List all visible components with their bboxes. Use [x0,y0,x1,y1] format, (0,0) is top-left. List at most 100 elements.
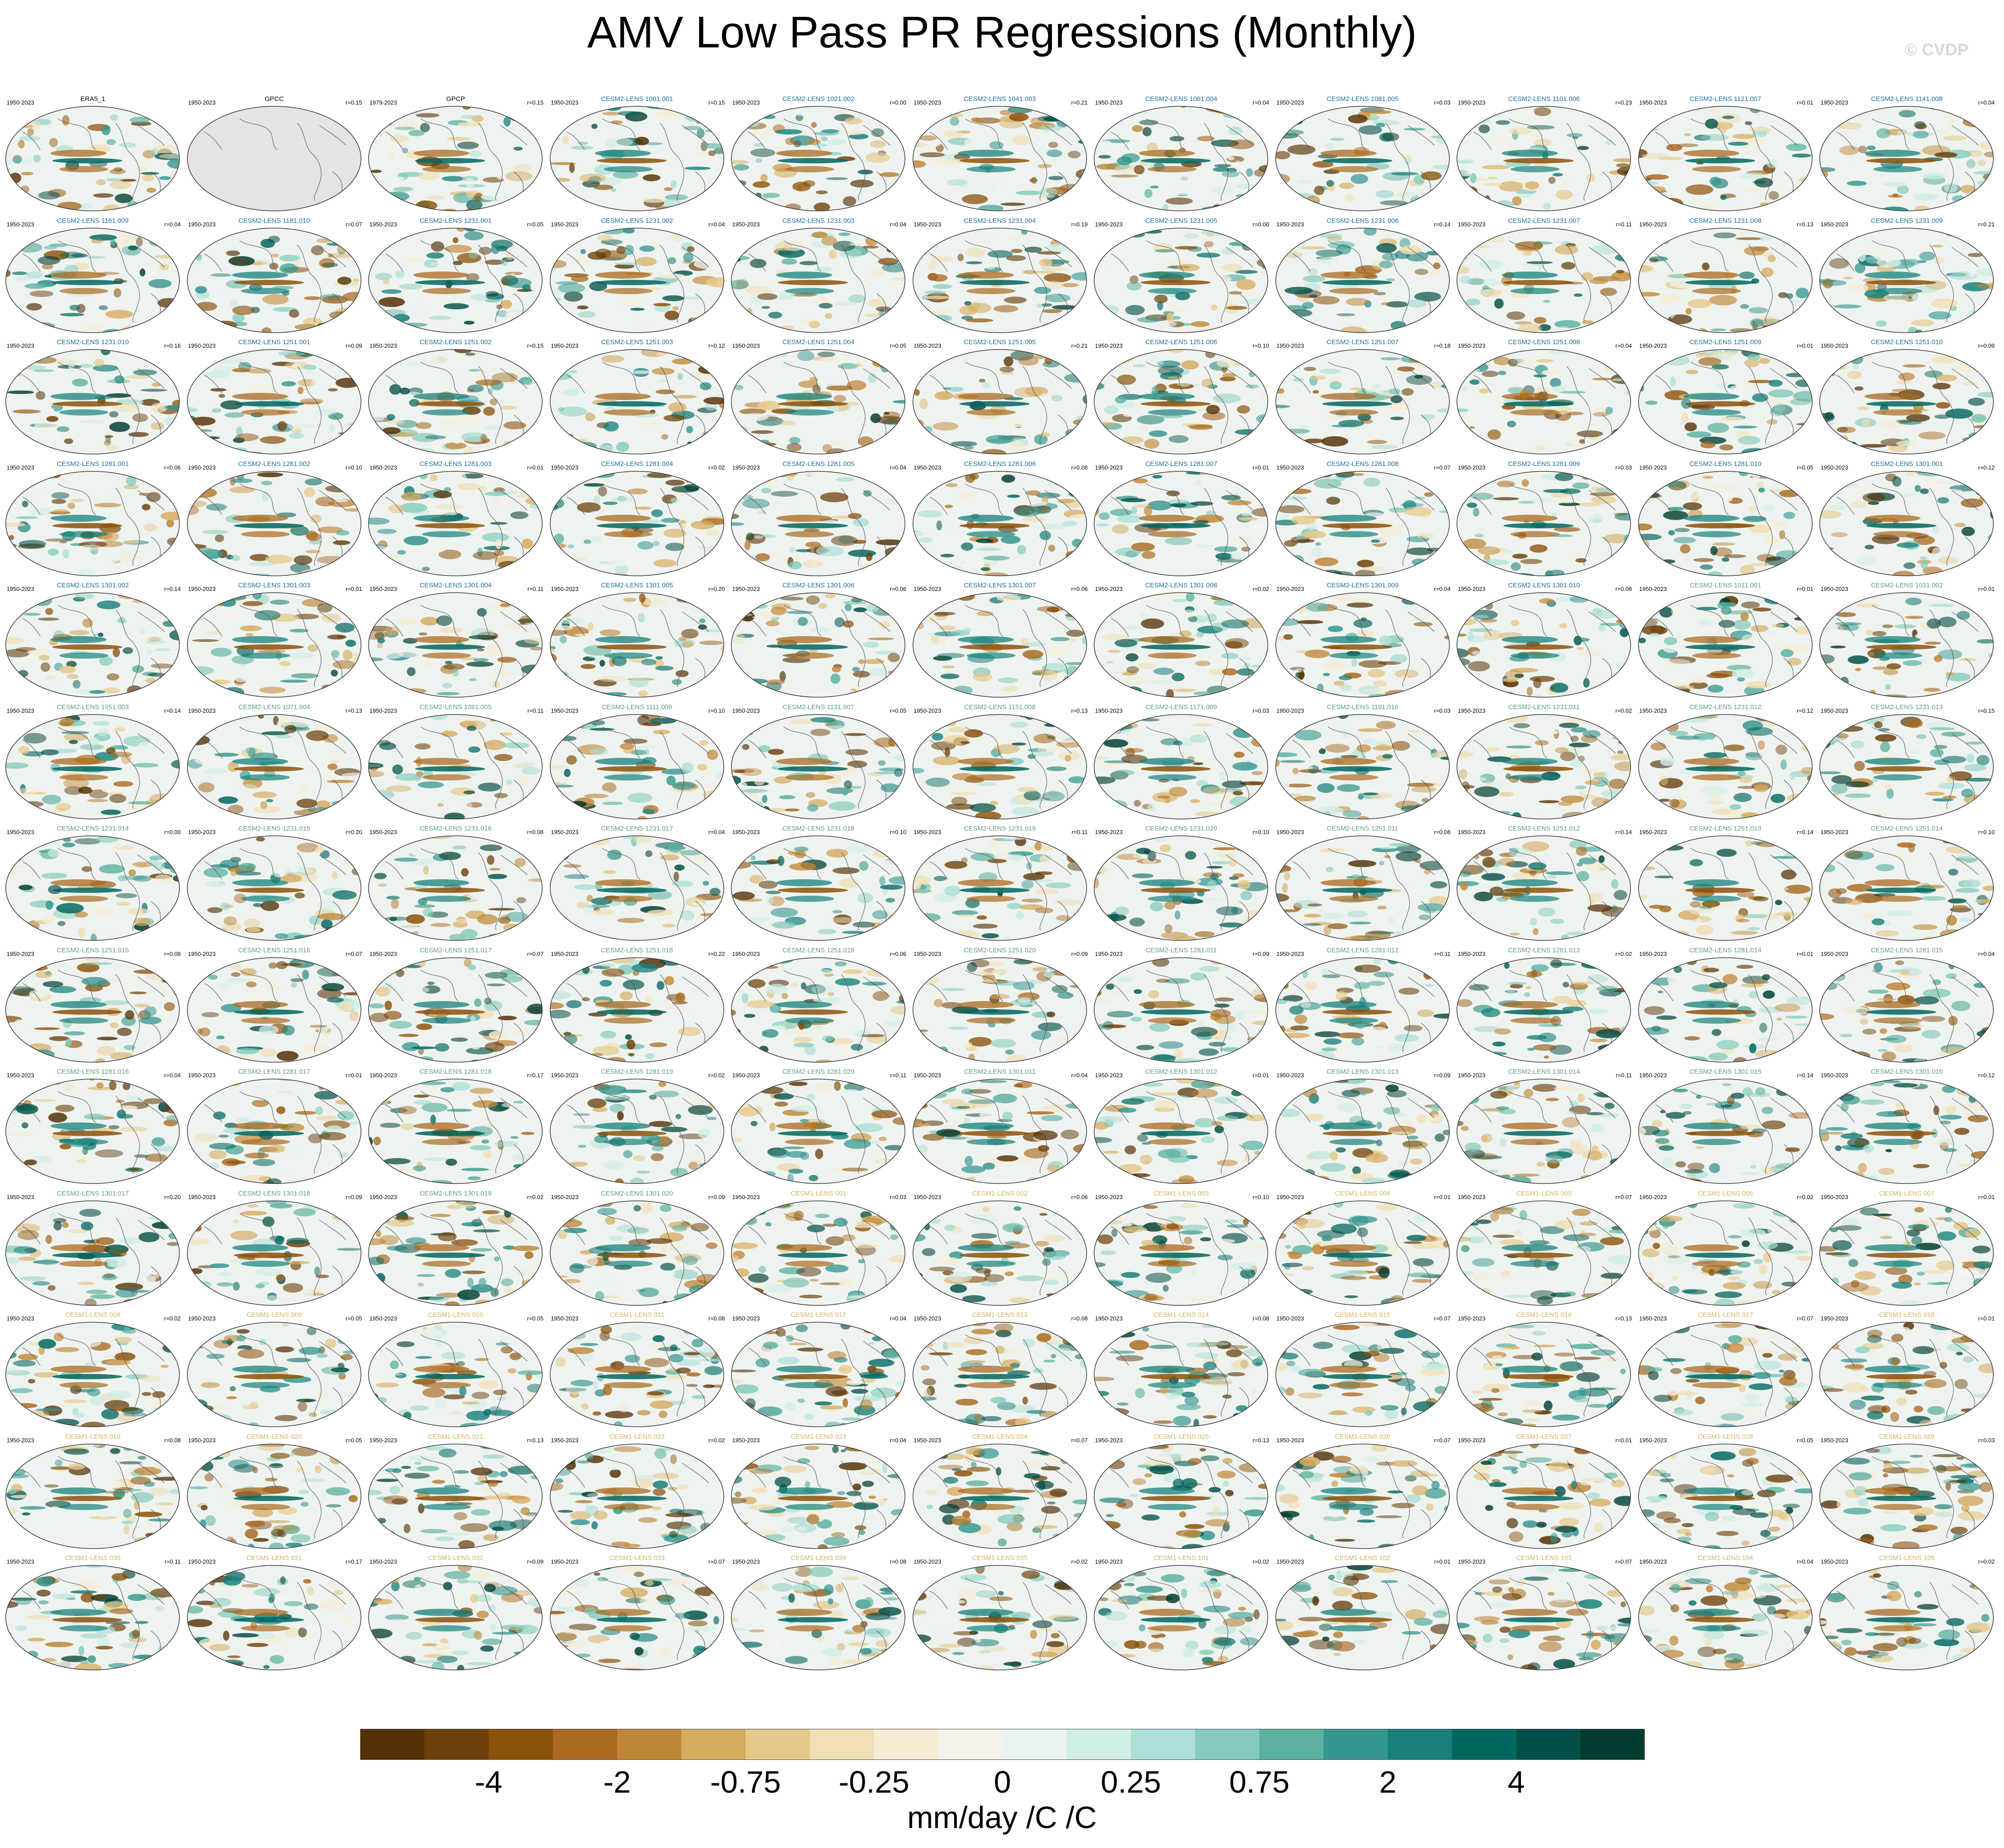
map-panel: 1950-2023 CESM2-LENS 1231.015 r=0.20 [184,823,365,944]
panel-pattern-correlation: r=0.14 [1615,829,1632,835]
panel-pattern-correlation: r=0.01 [1978,586,1995,592]
panel-pattern-correlation: r=0.11 [164,1558,181,1565]
panel-period: 1950-2023 [7,1193,35,1200]
map-panel: 1950-2023 CESM2-LENS 1101.006 r=0.23 [1453,93,1635,214]
regression-map [1638,470,1813,576]
panel-period: 1950-2023 [188,99,216,106]
panel-pattern-correlation: r=0.00 [889,99,906,106]
panel-pattern-correlation: r=0.03 [889,1193,906,1200]
map-panel: 1950-2023 CESM2-LENS 1301.018 r=0.09 [184,1188,365,1309]
panel-title: CESM2-LENS 1251.016 [238,946,311,954]
panel-period: 1950-2023 [1276,950,1304,957]
panel-period: 1950-2023 [1639,829,1667,835]
panel-period: 1950-2023 [913,1558,941,1565]
panel-period: 1950-2023 [1639,1558,1667,1565]
regression-map [368,349,543,454]
map-panel: 1950-2023 CESM2-LENS 1251.005 r=0.21 [909,336,1091,458]
regression-map [1275,106,1450,211]
panel-period: 1950-2023 [369,1315,397,1322]
panel-pattern-correlation: r=0.04 [1978,950,1995,957]
panel-period: 1950-2023 [188,342,216,349]
panel-title: CESM1-LENS 027 [1516,1433,1572,1440]
regression-map [912,349,1087,454]
panel-pattern-correlation: r=0.08 [164,1436,181,1444]
regression-map [368,957,543,1063]
panel-pattern-correlation: r=0.02 [164,1315,181,1322]
panel-pattern-correlation: r=0.07 [527,950,544,957]
colorbar-swatch [553,1729,618,1760]
panel-pattern-correlation: r=0.10 [1252,829,1269,835]
panel-title: CESM1-LENS 024 [972,1433,1028,1440]
panel-title: CESM2-LENS 1231.008 [1689,217,1762,225]
map-panel: 1950-2023 CESM2-LENS 1301.007 r=0.06 [909,579,1091,701]
map-panel: 1950-2023 CESM1-LENS 002 r=0.06 [909,1188,1091,1309]
panel-title: CESM1-LENS 021 [427,1433,484,1440]
colorbar-swatch [360,1729,425,1760]
panel-title: CESM1-LENS 028 [1697,1433,1753,1440]
regression-map [186,835,361,941]
map-panel: 1950-2023 CESM1-LENS 026 r=0.07 [1272,1431,1453,1552]
panel-title: CESM2-LENS 1001.001 [601,95,673,103]
map-panel: 1950-2023 CESM1-LENS 020 r=0.05 [184,1431,365,1552]
map-panel: 1950-2023 CESM2-LENS 1251.007 r=0.18 [1272,336,1453,458]
map-panel: 1950-2023 CESM1-LENS 011 r=0.08 [547,1309,728,1430]
map-panel: 1950-2023 CESM2-LENS 1171.009 r=0.03 [1091,701,1272,823]
regression-map [1456,1079,1631,1184]
regression-map [1819,1200,1994,1306]
panel-pattern-correlation: r=0.12 [1978,464,1995,471]
map-panel: 1950-2023 CESM1-LENS 104 r=0.04 [1635,1552,1816,1673]
regression-map [186,957,361,1063]
regression-map [1638,592,1813,698]
panel-pattern-correlation: r=0.04 [889,1436,906,1444]
panel-period: 1950-2023 [551,586,579,592]
panel-title: CESM2-LENS 1281.018 [419,1068,492,1075]
panel-period: 1950-2023 [1639,707,1667,714]
panel-period: 1950-2023 [1458,586,1486,592]
regression-map [5,470,180,576]
panel-period: 1950-2023 [551,99,579,106]
map-panel: 1950-2023 CESM2-LENS 1061.004 r=0.04 [1091,93,1272,214]
panel-pattern-correlation: r=0.01 [1252,464,1269,471]
map-panel: 1950-2023 CESM2-LENS 1251.011 r=0.08 [1272,823,1453,944]
panel-title: CESM1-LENS 029 [1879,1433,1935,1440]
regression-map [1638,714,1813,819]
panel-period: 1979-2023 [369,99,397,106]
panel-period: 1950-2023 [1639,586,1667,592]
panel-title: CESM2-LENS 1301.010 [1508,582,1580,589]
map-panel: 1950-2023 CESM2-LENS 1301.004 r=0.11 [365,579,546,701]
regression-map [368,227,543,333]
regression-map [731,835,905,941]
panel-pattern-correlation: r=0.07 [1615,1558,1632,1565]
panel-pattern-correlation: r=0.05 [346,1436,362,1444]
colorbar-tick-label: 0.75 [1229,1765,1290,1799]
colorbar-tick-label: -4 [474,1765,503,1799]
regression-map [1638,957,1813,1063]
panel-pattern-correlation: r=0.00 [164,829,181,835]
regression-map [186,1079,361,1184]
colorbar-tick-label: 4 [1507,1765,1525,1799]
regression-map [1456,106,1631,211]
panel-pattern-correlation: r=0.21 [1978,221,1995,228]
regression-map [731,106,905,211]
panel-title: CESM1-LENS 013 [972,1311,1028,1319]
panel-title: CESM2-LENS 1281.007 [1145,460,1217,468]
panel-title: CESM1-LENS 009 [246,1311,302,1319]
panel-title: CESM2-LENS 1281.004 [601,460,673,468]
map-panel: 1950-2023 ERA5_1 [2,93,183,214]
regression-map [1275,714,1450,819]
panel-period: 1950-2023 [551,221,579,228]
panel-pattern-correlation: r=0.11 [890,1072,906,1079]
panel-period: 1950-2023 [1276,707,1304,714]
map-panel: 1950-2023 CESM2-LENS 1301.020 r=0.09 [547,1188,728,1309]
map-panel: 1950-2023 CESM2-LENS 1231.002 r=0.04 [547,215,728,336]
panel-title: CESM2-LENS 1281.003 [419,460,492,468]
panel-period: 1950-2023 [1276,342,1304,349]
panel-pattern-correlation: r=0.14 [1797,1072,1814,1079]
colorbar-swatch [1259,1729,1324,1760]
regression-map [1094,1565,1268,1670]
regression-map [368,592,543,698]
map-panel: 1950-2023 CESM2-LENS 1301.012 r=0.01 [1091,1066,1272,1187]
map-panel: 1950-2023 CESM1-LENS 010 r=0.05 [365,1309,546,1430]
regression-map [1094,1079,1268,1184]
colorbar-swatch [489,1729,553,1760]
